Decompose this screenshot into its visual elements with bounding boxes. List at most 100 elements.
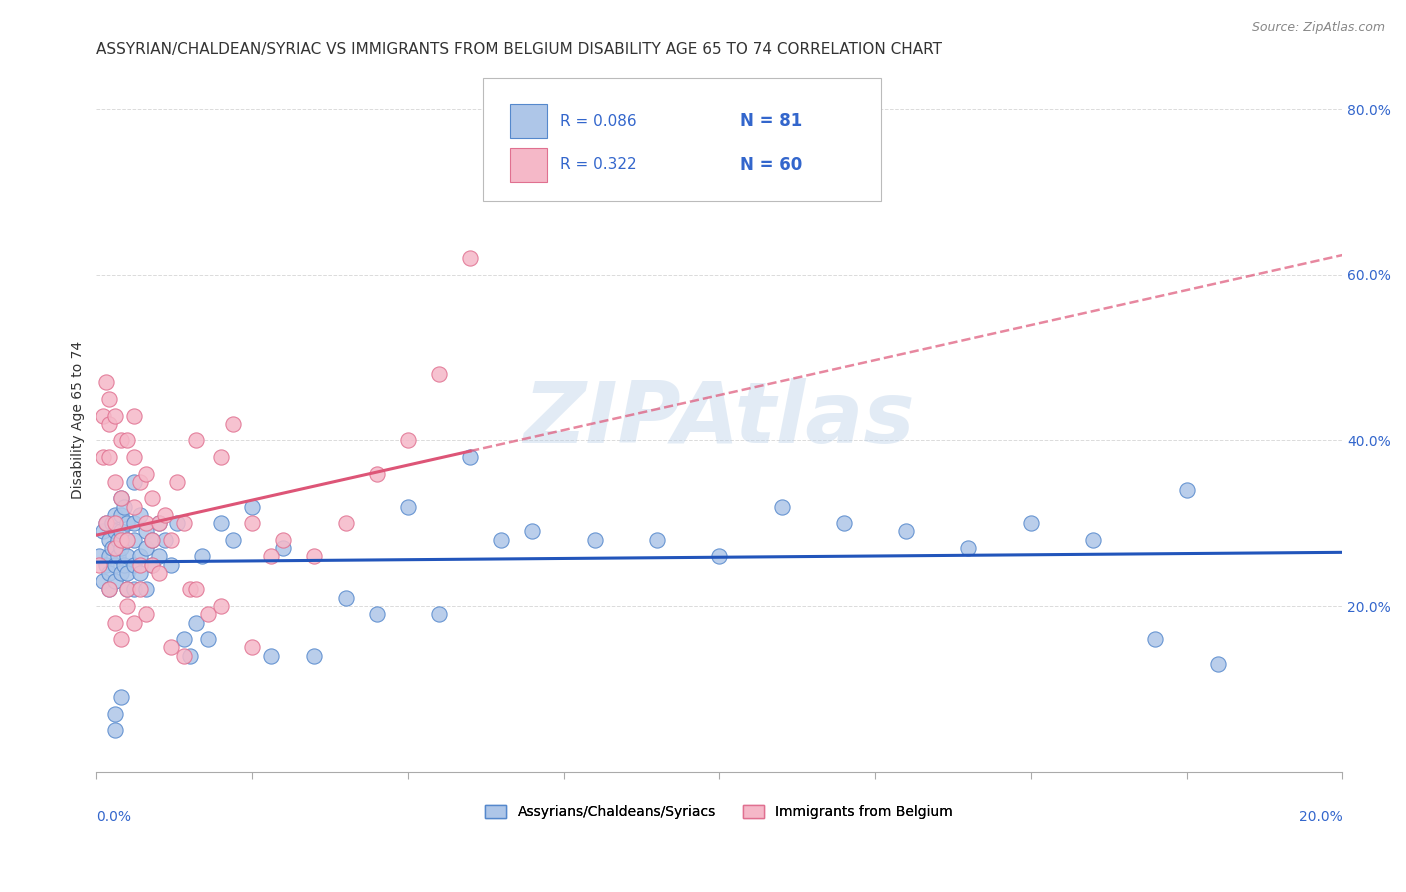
Point	[97, 533, 120, 547]
Point	[89, 558, 111, 572]
Point	[184, 434, 207, 448]
Point	[94, 376, 117, 390]
Point	[148, 516, 170, 531]
Point	[491, 533, 513, 547]
Point	[97, 450, 120, 464]
Point	[104, 409, 127, 423]
Point	[160, 640, 183, 655]
Point	[117, 582, 139, 597]
Point	[117, 599, 139, 613]
Point	[110, 508, 132, 522]
Point	[104, 706, 127, 721]
Point	[1144, 632, 1167, 647]
Point	[141, 533, 163, 547]
Point	[709, 549, 731, 564]
Point	[104, 541, 127, 555]
Point	[104, 508, 127, 522]
Text: N = 81: N = 81	[741, 112, 803, 130]
Point	[148, 516, 170, 531]
Point	[135, 607, 157, 622]
Text: 20.0%: 20.0%	[1299, 811, 1343, 824]
Point	[107, 533, 129, 547]
Point	[260, 648, 283, 663]
Point	[94, 558, 117, 572]
Point	[104, 723, 127, 738]
Point	[91, 409, 114, 423]
Point	[117, 533, 139, 547]
Text: ASSYRIAN/CHALDEAN/SYRIAC VS IMMIGRANTS FROM BELGIUM DISABILITY AGE 65 TO 74 CORR: ASSYRIAN/CHALDEAN/SYRIAC VS IMMIGRANTS F…	[97, 42, 942, 57]
Point	[97, 566, 120, 580]
Point	[304, 648, 326, 663]
FancyBboxPatch shape	[510, 148, 547, 182]
Point	[117, 516, 139, 531]
Text: ZIPAtlas: ZIPAtlas	[523, 378, 915, 461]
Point	[197, 607, 219, 622]
Point	[101, 541, 124, 555]
Point	[112, 500, 135, 514]
Point	[117, 566, 139, 580]
Point	[271, 541, 294, 555]
Point	[396, 500, 419, 514]
Point	[110, 632, 132, 647]
Point	[104, 574, 127, 589]
Legend: Assyrians/Chaldeans/Syriacs, Immigrants from Belgium: Assyrians/Chaldeans/Syriacs, Immigrants …	[479, 799, 959, 824]
Point	[197, 632, 219, 647]
Point	[141, 533, 163, 547]
Point	[104, 558, 127, 572]
Point	[1206, 657, 1229, 671]
Point	[240, 640, 263, 655]
FancyBboxPatch shape	[510, 104, 547, 138]
Point	[153, 533, 176, 547]
Point	[240, 516, 263, 531]
Point	[122, 533, 145, 547]
Point	[122, 516, 145, 531]
Point	[335, 591, 357, 605]
Text: 0.0%: 0.0%	[97, 811, 131, 824]
Point	[122, 409, 145, 423]
Point	[148, 566, 170, 580]
Point	[110, 541, 132, 555]
Point	[141, 558, 163, 572]
Text: R = 0.086: R = 0.086	[560, 113, 637, 128]
Point	[110, 491, 132, 506]
Point	[97, 582, 120, 597]
Point	[141, 491, 163, 506]
Y-axis label: Disability Age 65 to 74: Disability Age 65 to 74	[72, 341, 86, 499]
Point	[117, 533, 139, 547]
Point	[366, 467, 388, 481]
Point	[166, 475, 188, 489]
Point	[458, 450, 481, 464]
Point	[427, 607, 450, 622]
Point	[122, 615, 145, 630]
Point	[260, 549, 283, 564]
Point	[129, 508, 152, 522]
Point	[1019, 516, 1042, 531]
Point	[645, 533, 668, 547]
Point	[957, 541, 980, 555]
Point	[166, 516, 188, 531]
Point	[184, 615, 207, 630]
Point	[97, 417, 120, 431]
Point	[122, 582, 145, 597]
Point	[135, 582, 157, 597]
Point	[117, 582, 139, 597]
Point	[104, 615, 127, 630]
Point	[366, 607, 388, 622]
Text: R = 0.322: R = 0.322	[560, 157, 637, 172]
FancyBboxPatch shape	[482, 78, 882, 202]
Point	[129, 475, 152, 489]
Point	[173, 516, 195, 531]
Point	[104, 541, 127, 555]
Point	[94, 516, 117, 531]
Point	[94, 516, 117, 531]
Point	[104, 475, 127, 489]
Point	[135, 524, 157, 539]
Point	[458, 251, 481, 265]
Point	[832, 516, 855, 531]
Point	[107, 549, 129, 564]
Point	[129, 582, 152, 597]
Point	[427, 367, 450, 381]
Text: N = 60: N = 60	[741, 156, 803, 174]
Point	[91, 450, 114, 464]
Point	[135, 467, 157, 481]
